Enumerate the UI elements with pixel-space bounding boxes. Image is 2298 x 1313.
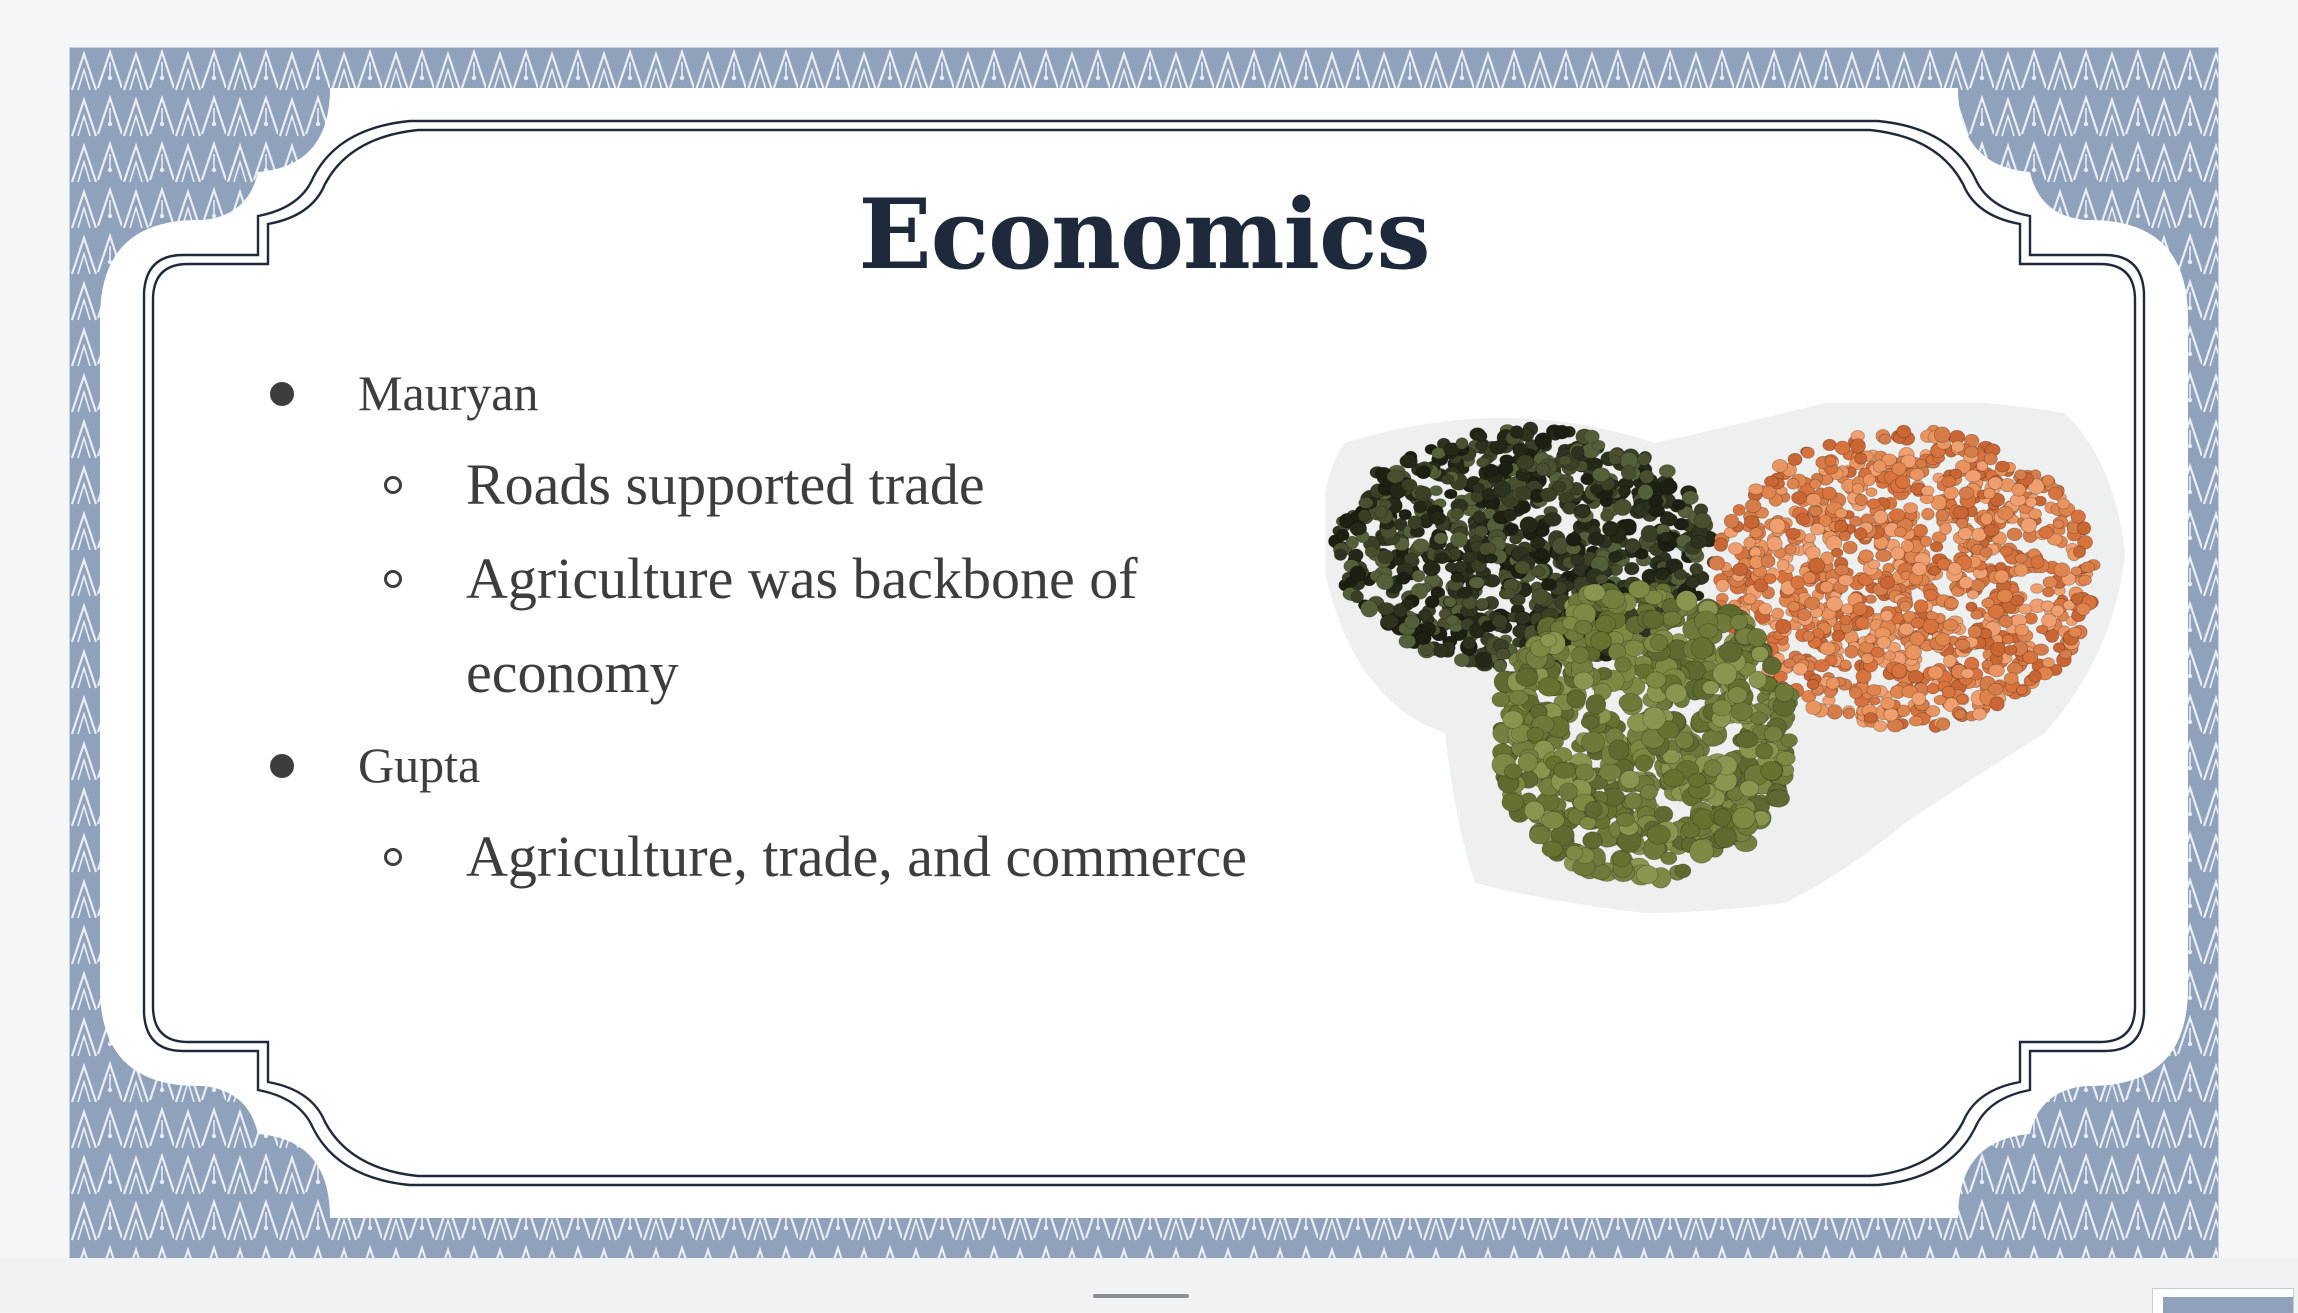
bullet-circle-icon xyxy=(384,570,402,588)
sub-bullet-label: Roads supported trade xyxy=(466,452,985,517)
sub-bullet-item: Roads supported trade xyxy=(270,438,1370,532)
bullet-item: Mauryan xyxy=(270,348,1370,438)
bullet-label: Mauryan xyxy=(358,365,539,421)
sub-bullet-label: Agriculture was backbone of economy xyxy=(466,546,1138,705)
slide-thumbnail[interactable] xyxy=(2152,1288,2294,1313)
slide-canvas[interactable]: Economics Mauryan Roads supported trade … xyxy=(70,48,2218,1258)
lentils-image[interactable] xyxy=(1325,403,2145,923)
bullet-disc-icon xyxy=(270,382,294,406)
sub-bullet-item: Agriculture, trade, and commerce xyxy=(270,810,1370,904)
bullet-item: Gupta xyxy=(270,720,1370,810)
bullet-circle-icon xyxy=(384,848,402,866)
resize-handle[interactable] xyxy=(1093,1294,1189,1298)
slide-title: Economics xyxy=(858,178,1430,291)
bullet-label: Gupta xyxy=(358,737,481,793)
bullet-circle-icon xyxy=(384,476,402,494)
bullet-list: Mauryan Roads supported trade Agricultur… xyxy=(270,348,1370,904)
thumbnail-preview xyxy=(2163,1297,2293,1313)
sub-bullet-item: Agriculture was backbone of economy xyxy=(270,532,1370,720)
bullet-disc-icon xyxy=(270,754,294,778)
bottom-bar xyxy=(0,1258,2298,1312)
sub-bullet-label: Agriculture, trade, and commerce xyxy=(466,824,1248,889)
